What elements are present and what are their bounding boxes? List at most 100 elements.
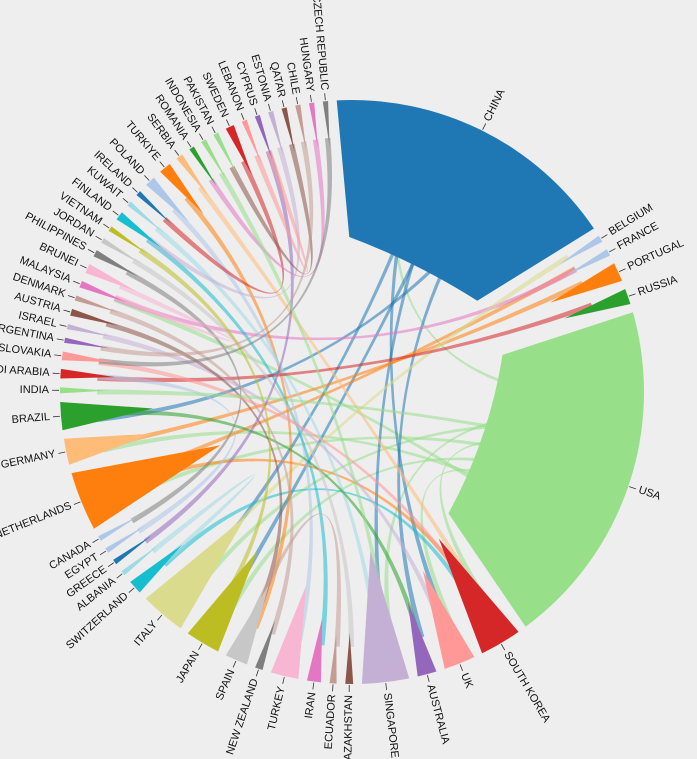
arc-canada	[98, 515, 140, 541]
ribbon-lebanon-cyprus	[254, 150, 308, 273]
arc-denmark	[74, 295, 119, 313]
tick-france	[609, 248, 616, 253]
arc-spain	[225, 584, 269, 665]
ribbon-usa-italy	[192, 423, 605, 595]
tick-serbia	[174, 149, 180, 156]
tick-spain	[232, 660, 237, 668]
tick-iran	[312, 682, 315, 690]
arc-switzerland	[130, 544, 183, 593]
tick-netherlands	[73, 501, 81, 505]
tick-brazil	[52, 415, 61, 418]
tick-russia	[628, 293, 636, 297]
label-italy: ITALY	[132, 618, 160, 648]
arc-lebanon	[241, 119, 262, 164]
label-kazakhstan: KAZAKHSTAN	[342, 695, 355, 759]
arc-russia	[564, 288, 631, 319]
tick-south-korea	[500, 643, 506, 651]
arc-slovakia	[61, 351, 115, 363]
label-russia: RUSSIA	[636, 273, 679, 298]
arc-china	[336, 100, 594, 301]
tick-indonesia	[199, 133, 204, 140]
tick-china	[482, 123, 487, 130]
tick-sweden	[226, 119, 230, 127]
label-china: CHINA	[482, 87, 508, 124]
tick-new-zealand	[255, 669, 259, 677]
label-slovakia: SLOVAKIA	[0, 342, 53, 361]
arc-belgium	[558, 235, 603, 265]
arc-kuwait	[127, 201, 164, 234]
arc-uk	[422, 570, 475, 669]
label-spain: SPAIN	[214, 668, 238, 702]
arc-turkiye	[160, 163, 204, 215]
arc-albania	[121, 544, 159, 576]
tick-poland	[144, 175, 150, 181]
tick-austria	[63, 309, 71, 313]
label-japan: JAPAN	[174, 649, 202, 685]
label-brazil: BRAZIL	[11, 411, 50, 426]
ribbon-philippines-canada	[125, 269, 242, 524]
tick-denmark	[67, 295, 75, 299]
arc-pakistan	[213, 132, 238, 175]
tick-switzerland	[128, 587, 135, 593]
ribbon-hungary-romania	[208, 139, 325, 278]
arc-italy	[145, 516, 246, 629]
arc-ecuador	[329, 634, 337, 684]
tick-portugal	[618, 268, 626, 272]
label-australia: AUSTRALIA	[424, 683, 451, 746]
ribbon-cyprus-greece	[143, 150, 294, 544]
ribbon-sweden-ireland	[162, 160, 285, 294]
label-netherlands: NETHERLANDS	[0, 500, 73, 542]
arc-saudi-arabia	[60, 368, 116, 379]
arc-new-zealand	[255, 620, 276, 670]
label-uk: UK	[458, 671, 475, 690]
arc-netherlands	[71, 445, 221, 529]
tick-turkiye	[159, 161, 165, 168]
tick-greece	[107, 562, 115, 568]
arc-czech-republic	[322, 100, 330, 147]
tick-czech-republic	[324, 93, 326, 101]
arc-iran	[306, 618, 323, 683]
tick-romania	[186, 141, 192, 148]
tick-pakistan	[211, 126, 216, 134]
arc-ireland	[136, 191, 172, 225]
tick-turkey	[282, 676, 285, 684]
ribbon-switzerland-south-korea	[162, 488, 481, 615]
tick-australia	[427, 675, 430, 683]
arc-singapore	[361, 550, 410, 684]
tick-israel	[59, 324, 67, 327]
label-south-korea: SOUTH KOREA	[501, 650, 552, 726]
tick-usa	[629, 486, 637, 490]
arc-kazakhstan	[345, 632, 354, 685]
arc-malaysia	[79, 280, 127, 303]
arc-poland	[146, 177, 190, 223]
arc-hungary	[308, 102, 318, 149]
arc-estonia	[268, 110, 284, 156]
tick-uk	[459, 664, 463, 672]
tick-malaysia	[73, 280, 80, 285]
tick-kuwait	[122, 198, 129, 204]
tick-brunei	[80, 264, 87, 269]
tick-cyprus	[254, 108, 258, 115]
arc-egypt	[105, 525, 146, 553]
label-india: INDIA	[20, 384, 50, 396]
tick-chile	[295, 97, 298, 105]
tick-philippines	[87, 249, 95, 254]
ribbon-ecuador-spain	[246, 513, 341, 647]
tick-singapore	[385, 683, 387, 691]
arc-portugal	[550, 263, 623, 303]
arc-indonesia	[201, 139, 227, 181]
label-ecuador: ECUADOR	[323, 694, 339, 750]
tick-italy	[157, 614, 163, 621]
label-germany: GERMANY	[0, 448, 57, 471]
arc-brunei	[85, 264, 138, 292]
tick-vietnam	[103, 223, 110, 229]
arc-india	[59, 387, 108, 394]
tick-japan	[198, 643, 203, 650]
tick-belgium	[601, 234, 608, 239]
arc-jordan	[101, 238, 142, 265]
tick-estonia	[268, 103, 271, 111]
arc-philippines	[93, 250, 139, 277]
label-turkey: TURKEY	[266, 685, 288, 732]
